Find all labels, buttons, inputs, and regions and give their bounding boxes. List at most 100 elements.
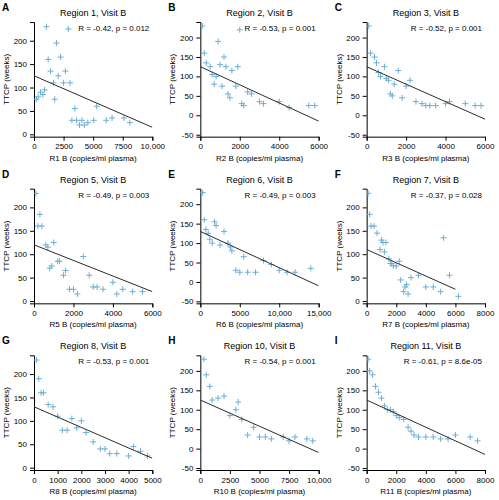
tick-mark (196, 135, 200, 136)
axis-line (367, 304, 485, 308)
point (452, 432, 458, 438)
axis-line (201, 137, 319, 141)
tick: 4000 (437, 137, 455, 152)
tick-label: 150 (14, 60, 28, 69)
point (398, 277, 404, 283)
tick: 8000 (477, 303, 495, 318)
tick: 0 (23, 464, 34, 473)
axis-line (201, 471, 319, 475)
tick-mark (30, 231, 34, 232)
tick: 7500 (114, 137, 132, 152)
tick-label: 0 (32, 309, 37, 318)
axis-line (363, 23, 368, 138)
tick-mark (30, 421, 34, 422)
point (475, 438, 481, 444)
tick-mark (196, 204, 200, 205)
tick-label: 6000 (447, 476, 465, 485)
tick-label: 50 (184, 259, 193, 268)
point (372, 54, 378, 60)
panel: 010002000300040005000050100150200Region … (2, 335, 162, 496)
tick-mark (363, 254, 367, 255)
point (241, 103, 247, 109)
axis-line (367, 471, 485, 475)
y-axis-title: TTCP (weeks) (335, 220, 344, 271)
annotation: R = -0.53, p = 0.001 (78, 357, 150, 366)
point (467, 434, 473, 440)
tick-label: 150 (346, 227, 360, 236)
point (237, 269, 243, 275)
tick-mark (196, 243, 200, 244)
tick-mark (426, 470, 427, 474)
tick-mark (279, 303, 280, 307)
tick-mark (363, 390, 367, 391)
tick: 100 (180, 72, 200, 81)
tick: 6000 (477, 137, 495, 152)
point (310, 438, 316, 444)
tick-mark (363, 449, 367, 450)
tick-label: 2000 (388, 476, 406, 485)
tick-label: 0 (189, 278, 194, 287)
x-axis-title: R1 B (copies/ml plasma) (50, 154, 137, 163)
tick: 2000 (388, 303, 406, 318)
tick: 150 (346, 53, 366, 62)
point (227, 95, 233, 101)
x-axis: 0500010,00015,000 (199, 303, 332, 318)
tick-label: 8000 (477, 309, 495, 318)
tick-mark (196, 282, 200, 283)
tick-mark (64, 137, 65, 141)
point (304, 436, 310, 442)
title: Region 5, Visit B (60, 175, 126, 185)
point (478, 103, 484, 109)
point (383, 239, 389, 245)
point (36, 376, 42, 382)
point (427, 103, 433, 109)
tick: 50 (184, 425, 200, 434)
tick: 2000 (65, 303, 83, 318)
axis-line (367, 137, 485, 141)
tick: 0 (23, 130, 34, 139)
tick: 6000 (447, 303, 465, 318)
tick: 15,000 (307, 303, 332, 318)
tick-label: 2500 (55, 142, 73, 151)
tick-mark (129, 470, 130, 474)
x-axis: 010002000300040005000 (32, 470, 162, 485)
panel-label: I (335, 335, 338, 346)
point (58, 54, 64, 60)
tick: 0 (355, 297, 366, 306)
point (52, 96, 58, 102)
tick-mark (240, 303, 241, 307)
tick: 2000 (388, 470, 406, 485)
tick: 10,000 (267, 303, 292, 318)
tick: 10,000 (141, 137, 166, 152)
point (385, 77, 391, 83)
point (67, 80, 73, 86)
y-axis-title: TTCP (weeks) (168, 387, 177, 438)
point (245, 269, 251, 275)
plot-area (34, 190, 152, 297)
tick: 50 (351, 425, 367, 434)
tick-label: 150 (180, 53, 194, 62)
tick: 2000 (73, 470, 91, 485)
tick-mark (396, 470, 397, 474)
title: Region 1, Visit B (60, 8, 126, 18)
tick-label: 4000 (437, 142, 455, 151)
panel: 0500010,00015,000-50050100150200Region 6… (168, 169, 332, 330)
x-axis-title: R10 B (copies/ml plasma) (214, 487, 306, 496)
tick-mark (279, 137, 280, 141)
point (376, 389, 382, 395)
tick-mark (319, 137, 320, 141)
x-axis: 025005000750010,000 (32, 137, 165, 152)
y-axis: 050100150200 (346, 189, 367, 306)
point (215, 38, 221, 44)
point (63, 268, 69, 274)
tick: 150 (180, 53, 200, 62)
point (381, 249, 387, 255)
panel-label: E (168, 169, 175, 180)
tick: 0 (32, 303, 37, 318)
regression-line (367, 67, 485, 119)
tick-mark (363, 410, 367, 411)
tick-mark (30, 207, 34, 208)
tick-label: 10,000 (141, 142, 166, 151)
tick: 0 (365, 137, 370, 152)
point (415, 434, 421, 440)
